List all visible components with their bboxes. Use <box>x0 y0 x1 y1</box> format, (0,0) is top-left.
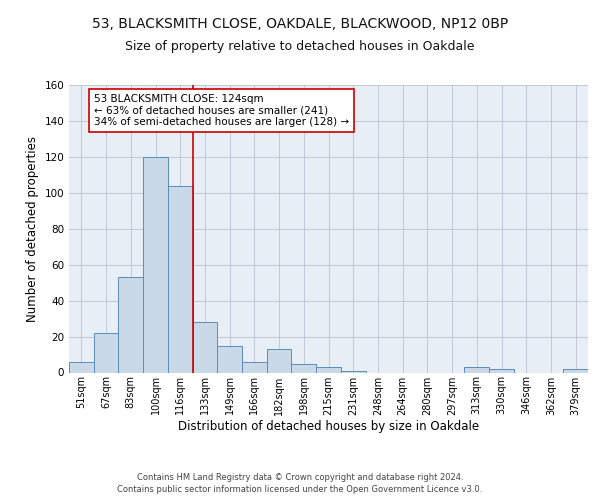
Bar <box>217 346 242 372</box>
X-axis label: Distribution of detached houses by size in Oakdale: Distribution of detached houses by size … <box>178 420 479 433</box>
Bar <box>242 362 267 372</box>
Text: 53 BLACKSMITH CLOSE: 124sqm
← 63% of detached houses are smaller (241)
34% of se: 53 BLACKSMITH CLOSE: 124sqm ← 63% of det… <box>94 94 349 127</box>
Bar <box>168 186 193 372</box>
Bar <box>316 367 341 372</box>
Bar <box>267 349 292 372</box>
Bar <box>94 333 118 372</box>
Text: 53, BLACKSMITH CLOSE, OAKDALE, BLACKWOOD, NP12 0BP: 53, BLACKSMITH CLOSE, OAKDALE, BLACKWOOD… <box>92 18 508 32</box>
Bar <box>563 369 588 372</box>
Text: Size of property relative to detached houses in Oakdale: Size of property relative to detached ho… <box>125 40 475 53</box>
Bar <box>193 322 217 372</box>
Bar <box>69 362 94 372</box>
Bar <box>489 369 514 372</box>
Bar <box>464 367 489 372</box>
Bar <box>292 364 316 372</box>
Bar <box>143 157 168 372</box>
Y-axis label: Number of detached properties: Number of detached properties <box>26 136 39 322</box>
Text: Contains HM Land Registry data © Crown copyright and database right 2024.
Contai: Contains HM Land Registry data © Crown c… <box>118 472 482 494</box>
Bar <box>341 370 365 372</box>
Bar <box>118 278 143 372</box>
